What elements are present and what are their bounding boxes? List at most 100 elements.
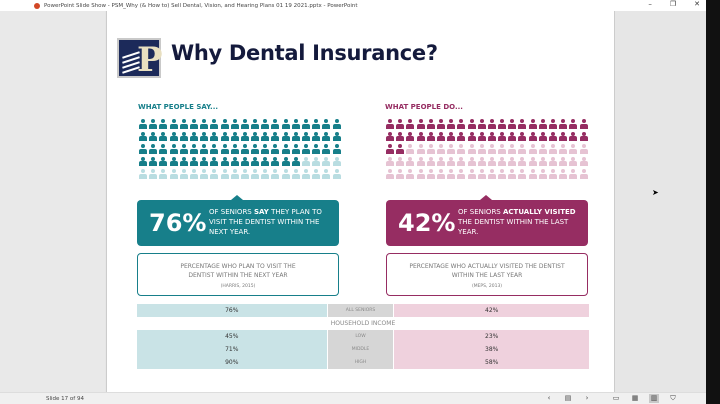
person-icon xyxy=(199,143,209,155)
person-icon xyxy=(426,143,435,155)
person-icon xyxy=(436,156,445,168)
person-icon xyxy=(538,143,547,155)
do-text-bold: ACTUALLY VISITED xyxy=(502,208,576,216)
person-icon xyxy=(189,156,198,168)
person-icon xyxy=(579,131,588,143)
person-icon xyxy=(456,156,466,168)
person-icon xyxy=(281,131,290,143)
notes-button[interactable]: ▤ xyxy=(564,394,572,402)
do-pictogram xyxy=(385,118,589,181)
person-icon xyxy=(467,131,476,143)
window-title-bar: PowerPoint Slide Show - PSM_Why (& How t… xyxy=(0,0,706,11)
person-icon xyxy=(548,156,557,168)
person-icon xyxy=(426,156,435,168)
cell-say: 90% xyxy=(137,356,327,369)
person-icon xyxy=(467,156,476,168)
person-icon xyxy=(199,156,209,168)
person-icon xyxy=(260,168,270,180)
person-icon xyxy=(301,143,310,155)
person-icon xyxy=(497,131,507,143)
person-icon xyxy=(301,156,310,168)
company-logo: P xyxy=(117,38,163,78)
say-text-rest: THEY PLAN TO VISIT THE DENTIST WITHIN TH… xyxy=(209,208,322,236)
person-icon xyxy=(240,168,249,180)
person-icon xyxy=(477,168,486,180)
reading-view-button[interactable]: ▥ xyxy=(649,394,659,403)
next-slide-button[interactable]: › xyxy=(585,394,589,402)
person-icon xyxy=(240,131,249,143)
person-icon xyxy=(260,118,270,130)
person-icon xyxy=(321,156,331,168)
person-icon xyxy=(456,118,466,130)
person-icon xyxy=(487,118,496,130)
minimize-button[interactable]: – xyxy=(648,0,652,8)
restore-button[interactable]: ❐ xyxy=(669,0,677,8)
person-icon xyxy=(138,118,147,130)
slideshow-button[interactable]: ⛉ xyxy=(670,394,676,402)
person-icon xyxy=(405,143,415,155)
close-button[interactable]: ✕ xyxy=(694,0,700,8)
person-icon xyxy=(260,156,270,168)
person-icon xyxy=(332,168,341,180)
do-text-rest: THE DENTIST WITHIN THE LAST YEAR. xyxy=(458,218,569,236)
do-text: OF SENIORS xyxy=(458,208,503,216)
person-icon xyxy=(321,168,331,180)
person-icon xyxy=(579,156,588,168)
person-icon xyxy=(199,118,209,130)
person-icon xyxy=(209,168,219,180)
person-icon xyxy=(416,131,425,143)
person-icon xyxy=(568,118,578,130)
person-icon xyxy=(446,118,456,130)
person-icon xyxy=(416,168,425,180)
person-icon xyxy=(158,118,168,130)
say-pictogram xyxy=(138,118,342,181)
person-icon xyxy=(436,118,445,130)
person-icon xyxy=(250,118,260,130)
person-icon xyxy=(270,156,280,168)
person-icon xyxy=(148,131,158,143)
person-icon xyxy=(240,143,249,155)
person-icon xyxy=(179,156,188,168)
person-icon xyxy=(395,168,405,180)
person-icon xyxy=(477,118,486,130)
person-icon xyxy=(528,168,537,180)
person-icon xyxy=(220,131,229,143)
person-icon xyxy=(436,143,445,155)
person-icon xyxy=(528,156,537,168)
person-icon xyxy=(467,143,476,155)
person-icon xyxy=(321,131,331,143)
person-icon xyxy=(477,156,486,168)
person-icon xyxy=(528,143,537,155)
person-icon xyxy=(148,118,158,130)
person-icon xyxy=(158,156,168,168)
person-icon xyxy=(250,168,260,180)
person-icon xyxy=(220,156,229,168)
person-icon xyxy=(311,168,321,180)
previous-slide-button[interactable]: ‹ xyxy=(547,394,551,402)
person-icon xyxy=(507,131,517,143)
person-icon xyxy=(189,168,198,180)
cell-do: 38% xyxy=(394,343,589,356)
person-icon xyxy=(487,131,496,143)
person-icon xyxy=(507,118,517,130)
person-icon xyxy=(199,168,209,180)
comparison-table: 76% ALL SENIORS 42% HOUSEHOLD INCOME 45%… xyxy=(137,304,589,369)
person-icon xyxy=(416,143,425,155)
person-icon xyxy=(558,143,568,155)
person-icon xyxy=(416,156,425,168)
slide-sorter-button[interactable]: ▦ xyxy=(631,394,639,402)
person-icon xyxy=(291,118,300,130)
person-icon xyxy=(311,118,321,130)
person-icon xyxy=(456,168,466,180)
person-icon xyxy=(138,168,147,180)
normal-view-button[interactable]: ▭ xyxy=(612,394,620,402)
person-icon xyxy=(487,156,496,168)
cell-say: 71% xyxy=(137,343,327,356)
person-icon xyxy=(548,131,557,143)
person-icon xyxy=(230,143,239,155)
cell-label: LOW xyxy=(327,330,394,343)
person-icon xyxy=(405,131,415,143)
person-icon xyxy=(558,168,568,180)
person-icon xyxy=(158,131,168,143)
say-percent: 76% xyxy=(149,209,207,237)
